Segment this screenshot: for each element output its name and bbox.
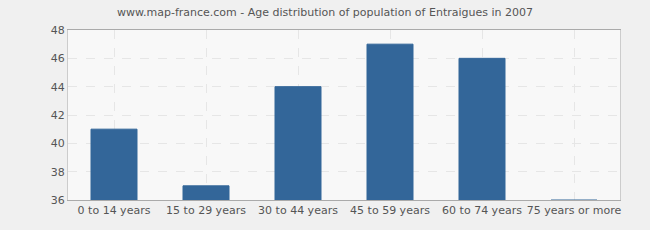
svg-text:www.map-france.com - Age distr: www.map-france.com - Age distribution of…: [117, 6, 533, 19]
svg-text:75 years or more: 75 years or more: [527, 204, 622, 217]
svg-text:42: 42: [51, 109, 65, 122]
svg-text:46: 46: [51, 52, 65, 65]
svg-text:15 to 29 years: 15 to 29 years: [166, 204, 246, 217]
svg-text:45 to 59 years: 45 to 59 years: [350, 204, 430, 217]
svg-text:30 to 44 years: 30 to 44 years: [258, 204, 338, 217]
svg-text:60 to 74 years: 60 to 74 years: [442, 204, 522, 217]
svg-text:48: 48: [51, 24, 65, 37]
svg-text:44: 44: [51, 81, 65, 94]
svg-text:38: 38: [51, 166, 65, 179]
svg-text:0 to 14 years: 0 to 14 years: [78, 204, 151, 217]
svg-text:36: 36: [51, 194, 65, 207]
svg-text:40: 40: [51, 137, 65, 150]
